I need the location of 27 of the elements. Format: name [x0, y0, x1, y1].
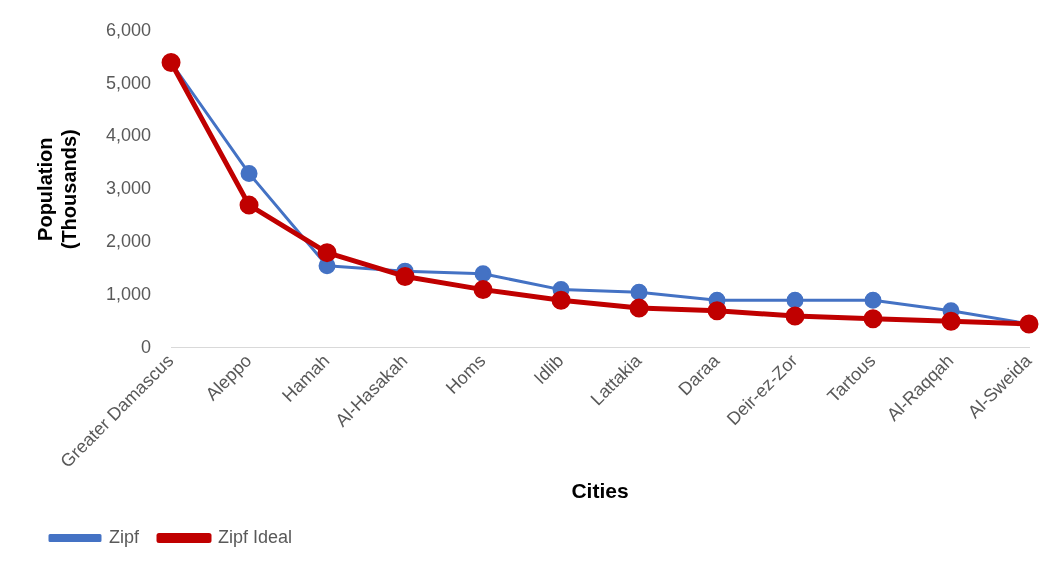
- y-tick-label: 3,000: [106, 178, 152, 199]
- x-axis-title: Cities: [571, 479, 629, 503]
- point: [240, 164, 258, 182]
- point: [707, 301, 727, 321]
- point: [551, 290, 571, 310]
- point: [864, 291, 882, 309]
- y-tick-label: 5,000: [106, 72, 152, 93]
- point: [239, 195, 259, 215]
- y-tick-label: 1,000: [106, 283, 152, 304]
- legend-label: Zipf: [109, 526, 140, 547]
- y-tick-label: 4,000: [106, 125, 152, 146]
- legend-label: Zipf Ideal: [218, 526, 293, 547]
- point: [941, 311, 961, 331]
- point: [474, 265, 492, 283]
- point: [629, 298, 649, 318]
- point: [863, 309, 883, 329]
- y-tick-label: 6,000: [106, 19, 152, 40]
- y-tick-label: 2,000: [106, 231, 152, 252]
- point: [395, 266, 415, 286]
- point: [785, 306, 805, 326]
- y-axis-title: Population (Thousands): [33, 129, 80, 250]
- y-tick-label: 0: [141, 336, 152, 357]
- point: [630, 283, 648, 301]
- point: [786, 291, 804, 309]
- point: [317, 243, 337, 263]
- x-tick-label: Idlib: [529, 350, 568, 389]
- point: [473, 280, 493, 300]
